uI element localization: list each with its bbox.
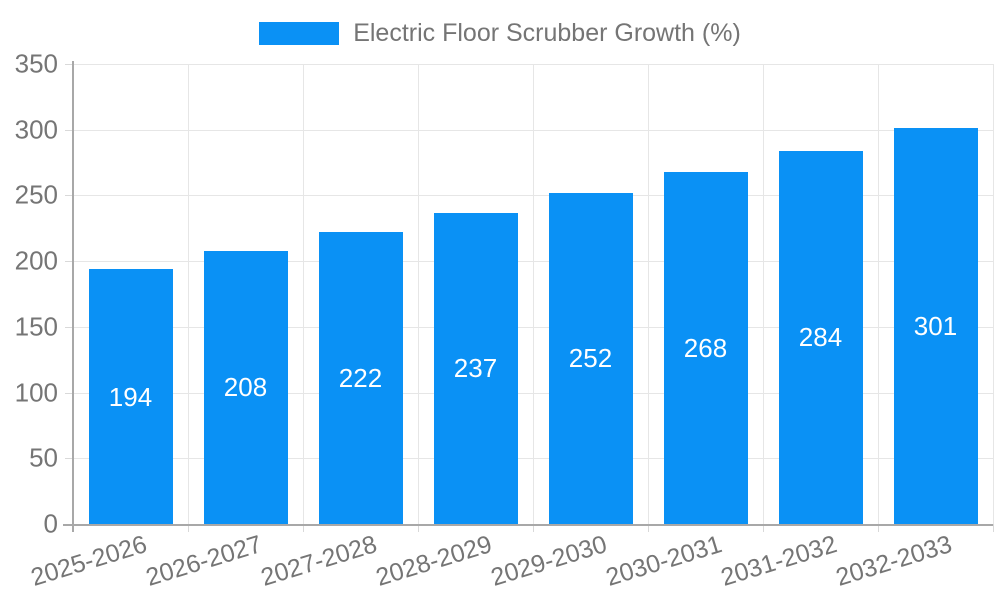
y-tick xyxy=(65,195,73,197)
y-tick-label: 300 xyxy=(14,114,58,145)
legend-label: Electric Floor Scrubber Growth (%) xyxy=(353,18,741,47)
legend-swatch xyxy=(259,21,340,45)
bar-value-label: 268 xyxy=(683,332,728,363)
x-tick xyxy=(418,524,419,532)
y-axis-line xyxy=(72,61,74,532)
bar[interactable] xyxy=(778,150,863,524)
x-tick xyxy=(533,524,534,532)
x-axis-line xyxy=(63,524,993,526)
y-tick xyxy=(65,129,73,131)
bar[interactable] xyxy=(663,171,748,524)
x-tick-label: 2027-2028 xyxy=(257,530,381,592)
y-tick xyxy=(65,261,73,263)
x-tick xyxy=(188,524,189,532)
y-tick xyxy=(65,392,73,394)
x-tick xyxy=(878,524,879,532)
bar-value-label: 208 xyxy=(223,372,268,403)
x-tick xyxy=(303,524,304,532)
x-gridline xyxy=(188,64,189,524)
bar[interactable] xyxy=(88,269,173,524)
bar[interactable] xyxy=(318,232,403,524)
x-gridline xyxy=(418,64,419,524)
bar[interactable] xyxy=(893,128,978,524)
x-tick-label: 2029-2030 xyxy=(487,530,611,592)
y-tick-label: 50 xyxy=(29,442,58,473)
x-tick-label: 2030-2031 xyxy=(602,530,726,592)
y-tick-label: 150 xyxy=(14,311,58,342)
y-tick-label: 0 xyxy=(43,508,58,539)
y-tick xyxy=(65,458,73,460)
bar-value-label: 194 xyxy=(108,381,153,412)
x-tick xyxy=(993,524,994,532)
bar-value-label: 301 xyxy=(913,311,958,342)
x-tick-label: 2031-2032 xyxy=(717,530,841,592)
bar-value-label: 252 xyxy=(568,343,613,374)
x-tick-label: 2032-2033 xyxy=(832,530,956,592)
x-gridline xyxy=(993,64,994,524)
bar[interactable] xyxy=(203,250,288,524)
x-gridline xyxy=(878,64,879,524)
y-tick-label: 100 xyxy=(14,377,58,408)
x-tick xyxy=(763,524,764,532)
y-tick xyxy=(65,64,73,65)
y-tick-label: 200 xyxy=(14,245,58,276)
x-gridline xyxy=(763,64,764,524)
y-tick-label: 350 xyxy=(14,48,58,79)
bar-value-label: 237 xyxy=(453,353,498,384)
x-gridline xyxy=(303,64,304,524)
x-tick-label: 2026-2027 xyxy=(142,530,266,592)
x-gridline xyxy=(533,64,534,524)
bar-value-label: 222 xyxy=(338,363,383,394)
bar[interactable] xyxy=(433,212,518,524)
x-gridline xyxy=(648,64,649,524)
chart-legend[interactable]: Electric Floor Scrubber Growth (%) xyxy=(0,18,1000,47)
bar-value-label: 284 xyxy=(798,322,843,353)
y-tick-label: 250 xyxy=(14,179,58,210)
y-tick xyxy=(65,326,73,328)
bar[interactable] xyxy=(548,192,633,524)
x-tick-label: 2025-2026 xyxy=(27,530,151,592)
x-tick xyxy=(648,524,649,532)
x-tick-label: 2028-2029 xyxy=(372,530,496,592)
